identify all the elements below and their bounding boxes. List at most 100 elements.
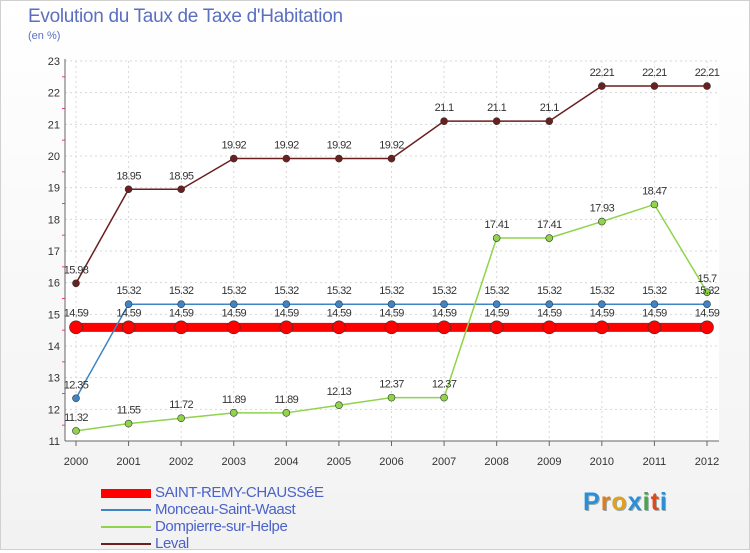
data-label: 15.32 — [537, 285, 562, 297]
data-point — [650, 300, 659, 309]
data-label: 14.59 — [484, 307, 509, 319]
y-tick-label: 14 — [48, 341, 60, 353]
line-chart: 11 12 13 14 15 16 17 18 19 20 21 22 23 2000 2001 2002 20… — [48, 56, 721, 468]
data-point — [229, 300, 238, 309]
chart-subtitle: (en %) — [28, 30, 61, 42]
data-label: 18.95 — [116, 170, 141, 182]
data-point — [72, 279, 80, 288]
data-label: 17.41 — [484, 219, 509, 231]
data-label: 11.89 — [222, 394, 246, 406]
data-point — [492, 300, 501, 309]
y-tick-label: 22 — [48, 88, 60, 100]
x-tick-label: 2008 — [484, 456, 508, 468]
data-label: 14.59 — [537, 307, 562, 319]
data-point — [121, 320, 136, 335]
data-label: 11.55 — [117, 405, 141, 417]
data-point — [229, 154, 238, 163]
data-point — [703, 300, 711, 309]
data-point — [650, 200, 659, 209]
data-point — [703, 288, 711, 296]
data-label: 14.59 — [169, 307, 194, 319]
data-label: 12.37 — [379, 379, 404, 391]
data-point — [647, 320, 662, 335]
data-label: 22.21 — [695, 67, 720, 79]
data-point — [440, 117, 448, 125]
legend-label: Monceau-Saint-Waast — [155, 501, 296, 518]
data-point — [387, 393, 396, 402]
legend-swatch — [101, 543, 151, 545]
data-point — [650, 82, 659, 90]
data-label: 21.1 — [540, 102, 559, 114]
data-point — [545, 234, 554, 242]
data-point — [335, 401, 343, 410]
y-tick-label: 15 — [48, 309, 60, 321]
x-tick-label: 2011 — [643, 456, 667, 468]
data-point — [174, 320, 188, 335]
legend-label: Dompierre-sur-Helpe — [155, 518, 288, 535]
data-label: 17.93 — [590, 203, 615, 215]
data-label: 15.32 — [221, 285, 246, 297]
x-tick-label: 2002 — [169, 456, 193, 468]
x-tick-label: 2000 — [64, 456, 88, 468]
data-label: 15.32 — [116, 285, 141, 297]
data-label: 19.92 — [379, 140, 404, 152]
data-label: 15.32 — [169, 285, 194, 297]
data-point — [72, 394, 80, 403]
data-point — [177, 414, 185, 423]
data-point — [229, 409, 238, 417]
data-point — [492, 234, 501, 242]
legend-label: SAINT-REMY-CHAUSSéE — [155, 484, 324, 501]
data-point — [282, 154, 291, 163]
data-point — [492, 117, 501, 125]
data-label: 15.32 — [590, 285, 615, 297]
data-label: 12.13 — [327, 386, 352, 398]
data-label: 15.32 — [432, 285, 457, 297]
data-point — [335, 300, 343, 309]
data-label: 12.35 — [64, 379, 89, 391]
data-point — [545, 300, 554, 309]
data-point — [542, 320, 557, 335]
data-point — [69, 320, 83, 335]
x-tick-label: 2009 — [537, 456, 561, 468]
legend-swatch — [101, 526, 151, 528]
legend-swatch — [101, 509, 151, 511]
data-label: 15.32 — [274, 285, 299, 297]
data-point — [177, 185, 185, 194]
data-point — [335, 154, 343, 163]
y-tick-label: 19 — [48, 183, 60, 195]
y-tick-label: 18 — [48, 214, 60, 226]
data-label: 19.92 — [221, 140, 246, 152]
data-label: 14.59 — [695, 307, 720, 319]
x-tick-label: 2001 — [116, 456, 140, 468]
data-label: 15.32 — [642, 285, 667, 297]
data-label: 11.32 — [64, 412, 88, 424]
data-point — [595, 320, 609, 335]
x-tick-label: 2003 — [222, 456, 246, 468]
data-point — [598, 217, 606, 226]
x-tick-label: 2010 — [590, 456, 614, 468]
y-tick-label: 16 — [48, 278, 60, 290]
data-point — [226, 320, 241, 335]
data-label: 14.59 — [642, 307, 667, 319]
proxiti-logo: Proxiti — [583, 488, 668, 516]
data-label: 22.21 — [642, 67, 667, 79]
y-tick-label: 23 — [48, 56, 60, 68]
y-tick-label: 11 — [49, 436, 60, 448]
data-point — [598, 82, 606, 90]
data-point — [703, 82, 711, 90]
y-tick-label: 20 — [48, 151, 60, 163]
data-point — [598, 300, 606, 309]
data-point — [124, 419, 133, 428]
legend-swatch — [101, 488, 151, 498]
data-label: 15.98 — [64, 264, 89, 276]
y-tick-label: 12 — [48, 404, 60, 416]
data-point — [545, 117, 554, 125]
data-label: 15.32 — [695, 285, 720, 297]
data-point — [282, 409, 291, 417]
data-point — [282, 300, 291, 309]
data-label: 22.21 — [590, 67, 615, 79]
data-label: 15.32 — [379, 285, 404, 297]
x-tick-label: 2006 — [379, 456, 403, 468]
y-tick-label: 21 — [48, 119, 60, 131]
